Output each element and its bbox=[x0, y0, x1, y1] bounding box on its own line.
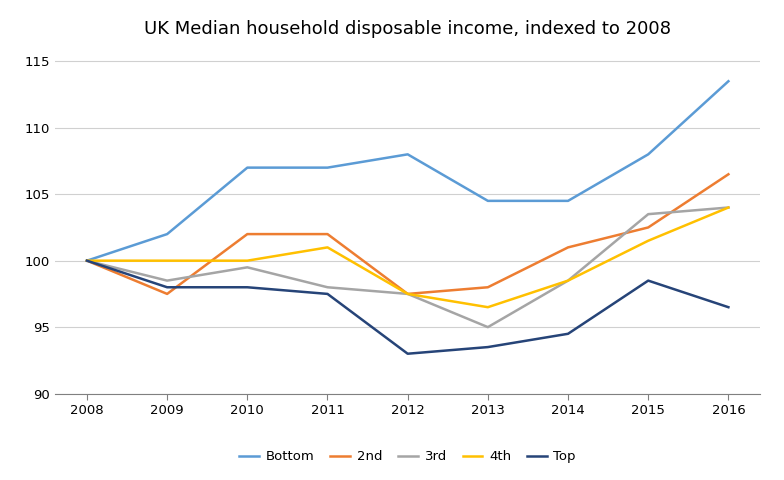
Line: Bottom: Bottom bbox=[87, 81, 728, 261]
4th bbox=[483, 304, 492, 310]
Bottom bbox=[483, 198, 492, 204]
Top bbox=[644, 278, 653, 284]
3rd bbox=[242, 264, 252, 270]
4th bbox=[724, 204, 733, 210]
Line: Top: Top bbox=[87, 261, 728, 354]
2nd bbox=[323, 231, 332, 237]
Bottom bbox=[724, 78, 733, 84]
2nd bbox=[403, 291, 412, 297]
2nd bbox=[483, 284, 492, 290]
3rd bbox=[564, 278, 573, 284]
Top bbox=[483, 344, 492, 350]
4th bbox=[564, 278, 573, 284]
Top bbox=[403, 351, 412, 357]
Bottom bbox=[323, 165, 332, 170]
3rd bbox=[403, 291, 412, 297]
Top bbox=[724, 304, 733, 310]
Legend: Bottom, 2nd, 3rd, 4th, Top: Bottom, 2nd, 3rd, 4th, Top bbox=[234, 445, 581, 468]
Top bbox=[323, 291, 332, 297]
2nd bbox=[82, 258, 92, 264]
4th bbox=[403, 291, 412, 297]
3rd bbox=[724, 204, 733, 210]
3rd bbox=[644, 211, 653, 217]
2nd bbox=[564, 244, 573, 250]
Title: UK Median household disposable income, indexed to 2008: UK Median household disposable income, i… bbox=[144, 20, 671, 38]
3rd bbox=[162, 278, 172, 284]
4th bbox=[82, 258, 92, 264]
2nd bbox=[724, 171, 733, 177]
4th bbox=[242, 258, 252, 264]
Line: 2nd: 2nd bbox=[87, 174, 728, 294]
2nd bbox=[644, 225, 653, 230]
Line: 3rd: 3rd bbox=[87, 207, 728, 327]
Top bbox=[162, 284, 172, 290]
4th bbox=[644, 238, 653, 244]
Bottom bbox=[162, 231, 172, 237]
Bottom bbox=[82, 258, 92, 264]
2nd bbox=[162, 291, 172, 297]
Top bbox=[564, 331, 573, 336]
4th bbox=[162, 258, 172, 264]
2nd bbox=[242, 231, 252, 237]
3rd bbox=[323, 284, 332, 290]
Line: 4th: 4th bbox=[87, 207, 728, 307]
3rd bbox=[483, 324, 492, 330]
3rd bbox=[82, 258, 92, 264]
Bottom bbox=[564, 198, 573, 204]
Bottom bbox=[644, 152, 653, 157]
Bottom bbox=[242, 165, 252, 170]
4th bbox=[323, 244, 332, 250]
Top bbox=[82, 258, 92, 264]
Top bbox=[242, 284, 252, 290]
Bottom bbox=[403, 152, 412, 157]
